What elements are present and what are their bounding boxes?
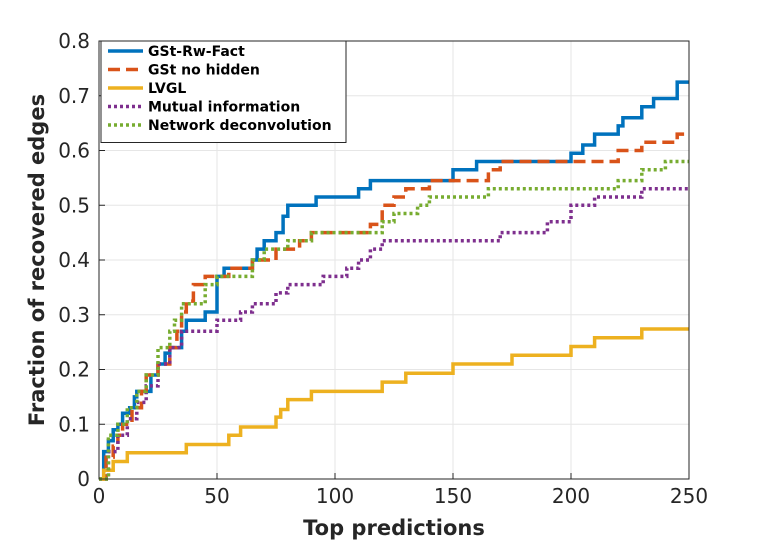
y-tick-label: 0.8	[58, 29, 90, 53]
y-tick-label: 0.5	[58, 193, 90, 217]
legend: GSt-Rw-Fact GSt no hidden LVGL Mutual infor…	[100, 40, 347, 143]
y-axis-label: Fraction of recovered edges	[25, 94, 49, 426]
x-tick-label: 150	[434, 484, 472, 508]
y-tick-label: 0	[77, 467, 90, 491]
y-tick-label: 0.7	[58, 84, 90, 108]
y-tick-label: 0.6	[58, 139, 90, 163]
x-tick-label: 200	[552, 484, 590, 508]
y-tick-label: 0.1	[58, 412, 90, 436]
series-line-3	[99, 187, 689, 481]
series-lines	[99, 80, 689, 481]
series-line-1	[99, 132, 689, 481]
y-tick-label: 0.3	[58, 303, 90, 327]
y-tick-label: 0.2	[58, 358, 90, 382]
legend-entry: GSt no hidden	[148, 63, 260, 79]
x-tick-label: 0	[93, 484, 106, 508]
x-tick-label: 250	[670, 484, 708, 508]
legend-entry: GSt-Rw-Fact	[148, 44, 245, 60]
x-axis-label: Top predictions	[303, 516, 485, 540]
legend-entry: Network deconvolution	[148, 118, 332, 134]
axis-ticks: 0 50 100 150 200 250 0 0.1 0.2 0.3 0.4 0.5 0.6 0.7 0.8	[58, 29, 708, 508]
series-line-2	[99, 327, 689, 481]
legend-entry: LVGL	[148, 81, 186, 97]
x-tick-label: 50	[204, 484, 229, 508]
legend-box	[100, 40, 347, 143]
legend-entry: Mutual information	[148, 100, 300, 116]
grid	[99, 41, 689, 479]
series-line-0	[99, 80, 689, 481]
x-tick-label: 100	[316, 484, 354, 508]
y-tick-label: 0.4	[58, 248, 90, 272]
